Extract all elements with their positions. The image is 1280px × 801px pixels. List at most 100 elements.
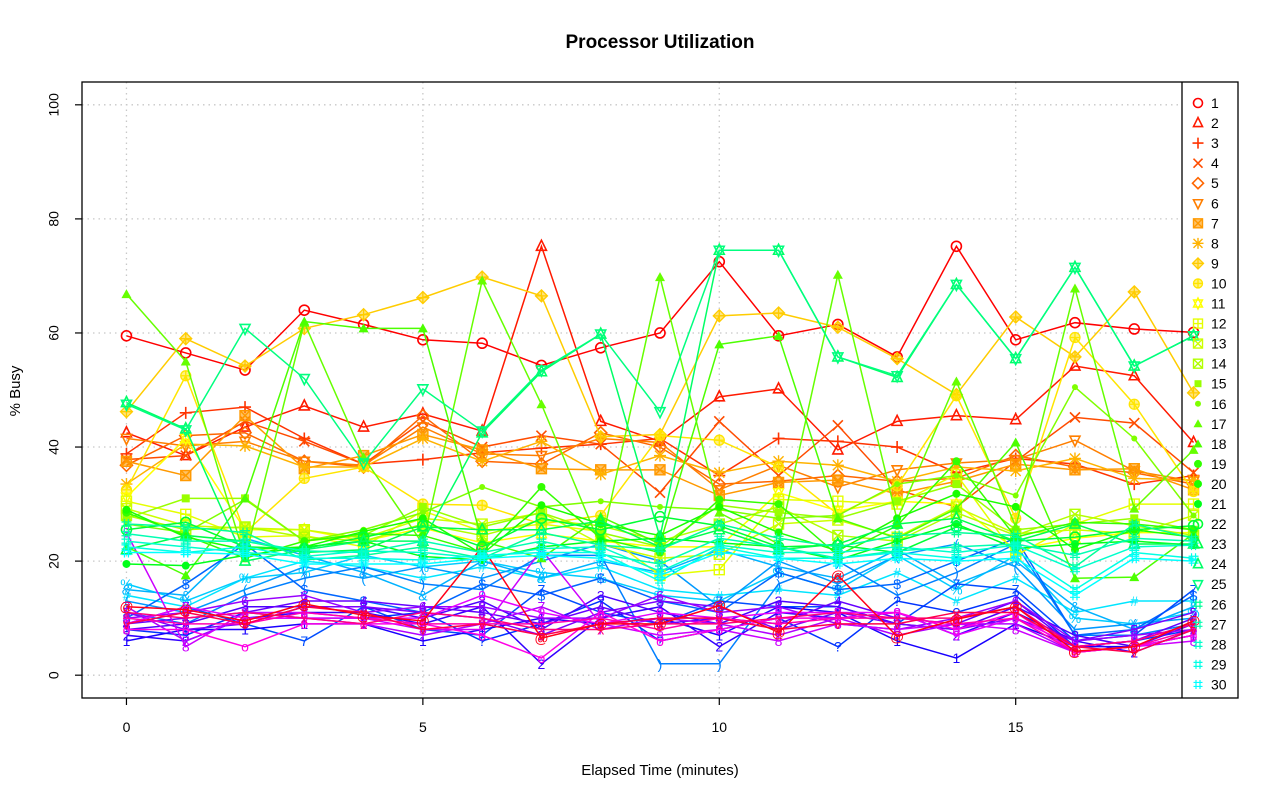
low-series-point: ( [361, 570, 366, 586]
low-series-point: x [597, 622, 604, 638]
series-6-point [298, 456, 311, 470]
series-30-point [951, 556, 962, 567]
series-16-point [479, 483, 486, 490]
legend-item-10: 10 [1192, 275, 1227, 291]
legend-item-13: 13 [1192, 336, 1227, 352]
series-7-point [239, 409, 251, 422]
series-26-point [832, 541, 843, 552]
legend-label-15: 15 [1211, 376, 1227, 392]
series-15-point [1130, 514, 1139, 523]
low-series-point: # [478, 559, 486, 575]
low-series-point: 9 [775, 604, 783, 620]
legend-label-4: 4 [1211, 155, 1219, 171]
series-8-point [1068, 452, 1081, 465]
low-series-point: @ [119, 599, 133, 615]
series-20-point [122, 505, 131, 514]
series-24-point [653, 529, 667, 542]
series-28-point [951, 547, 962, 558]
series-28-point [417, 547, 428, 558]
low-series-point: 2 [656, 599, 664, 615]
legend-item-25: 25 [1192, 576, 1227, 592]
legend-item-24: 24 [1192, 556, 1227, 572]
legend-item-4: 4 [1192, 155, 1219, 171]
series-7-point [654, 464, 666, 476]
low-series-point: x [775, 610, 782, 626]
series-20-point [952, 489, 961, 498]
series-18-point [714, 339, 725, 349]
series-30-point [832, 558, 843, 569]
series-8-point [1187, 474, 1200, 487]
low-series-point: ? [597, 593, 605, 609]
legend-label-17: 17 [1211, 416, 1227, 432]
low-series-point: # [1071, 604, 1079, 620]
low-series-point: 9 [538, 604, 546, 620]
series-7-point [476, 444, 488, 456]
series-10-point [1069, 331, 1081, 344]
legend-marker-1 [1192, 97, 1204, 109]
low-series-point: 6 [1190, 622, 1198, 638]
series-26-point [417, 541, 428, 552]
legend-label-8: 8 [1211, 235, 1219, 251]
series-4-point [1128, 417, 1140, 429]
low-series-point: 8 [775, 633, 783, 649]
series-27-point [951, 541, 962, 552]
series-26-point [121, 519, 132, 530]
low-series-point: ) [480, 582, 485, 598]
low-series-point: ) [243, 587, 248, 603]
low-series-point: ) [421, 576, 426, 592]
series-15-point [181, 494, 190, 503]
series-25-point [238, 323, 252, 337]
legend-marker-13 [1192, 338, 1204, 349]
low-series-point: 5 [715, 599, 723, 615]
series-18-point [951, 503, 962, 513]
low-series-point: 9 [656, 604, 664, 620]
series-1-point [1128, 323, 1141, 335]
low-series-point: @ [416, 613, 430, 629]
low-series-point: 7 [538, 599, 546, 615]
series-28-point [1129, 541, 1140, 552]
series-9-point [712, 308, 727, 323]
low-series-point: x [953, 610, 960, 626]
series-29-point [1069, 584, 1080, 595]
legend-label-11: 11 [1211, 296, 1226, 312]
legend-item-1: 1 [1192, 95, 1219, 111]
legend-marker-21 [1194, 500, 1202, 508]
series-18-point [1069, 573, 1080, 583]
series-30-point [1129, 553, 1140, 564]
legend: 1234567891011121314151617181920212223242… [1181, 82, 1227, 698]
series-26-point [1129, 519, 1140, 530]
series-2-point [772, 381, 785, 394]
legend-item-19: 19 [1194, 456, 1227, 472]
low-series-point: @ [1009, 599, 1023, 615]
series-9-point [830, 320, 845, 335]
low-series-point: 6 [1012, 593, 1020, 609]
low-series-point: 3 [834, 599, 842, 615]
series-3-point [831, 435, 844, 448]
series-6-point [1068, 435, 1082, 448]
series-30-point [595, 553, 606, 564]
legend-item-23: 23 [1192, 536, 1227, 552]
low-series-point: o [478, 627, 486, 643]
series-24-line [126, 249, 1194, 562]
series-29-point [1129, 547, 1140, 558]
low-series-point: + [656, 622, 664, 638]
legend-item-12: 12 [1192, 316, 1227, 332]
series-23-point [416, 519, 430, 532]
series-20-point [1011, 502, 1020, 511]
low-series-point: $ [893, 576, 901, 592]
legend-marker-12 [1192, 318, 1204, 329]
series-18-point [417, 323, 428, 333]
low-series-point: 8 [656, 627, 664, 643]
low-series-point: 7 [715, 593, 723, 609]
series-8-point [1128, 472, 1141, 485]
series-25 [120, 245, 1200, 471]
legend-item-11: 11 [1192, 296, 1226, 312]
low-series-point: ( [480, 570, 485, 586]
legend-label-9: 9 [1211, 255, 1219, 271]
series-22-point [1187, 519, 1200, 532]
low-series-point: @ [949, 611, 963, 627]
series-15-point [893, 497, 902, 506]
series-17-point [655, 272, 665, 282]
legend-marker-23 [1192, 536, 1204, 549]
low-series-point: 1 [715, 627, 723, 643]
